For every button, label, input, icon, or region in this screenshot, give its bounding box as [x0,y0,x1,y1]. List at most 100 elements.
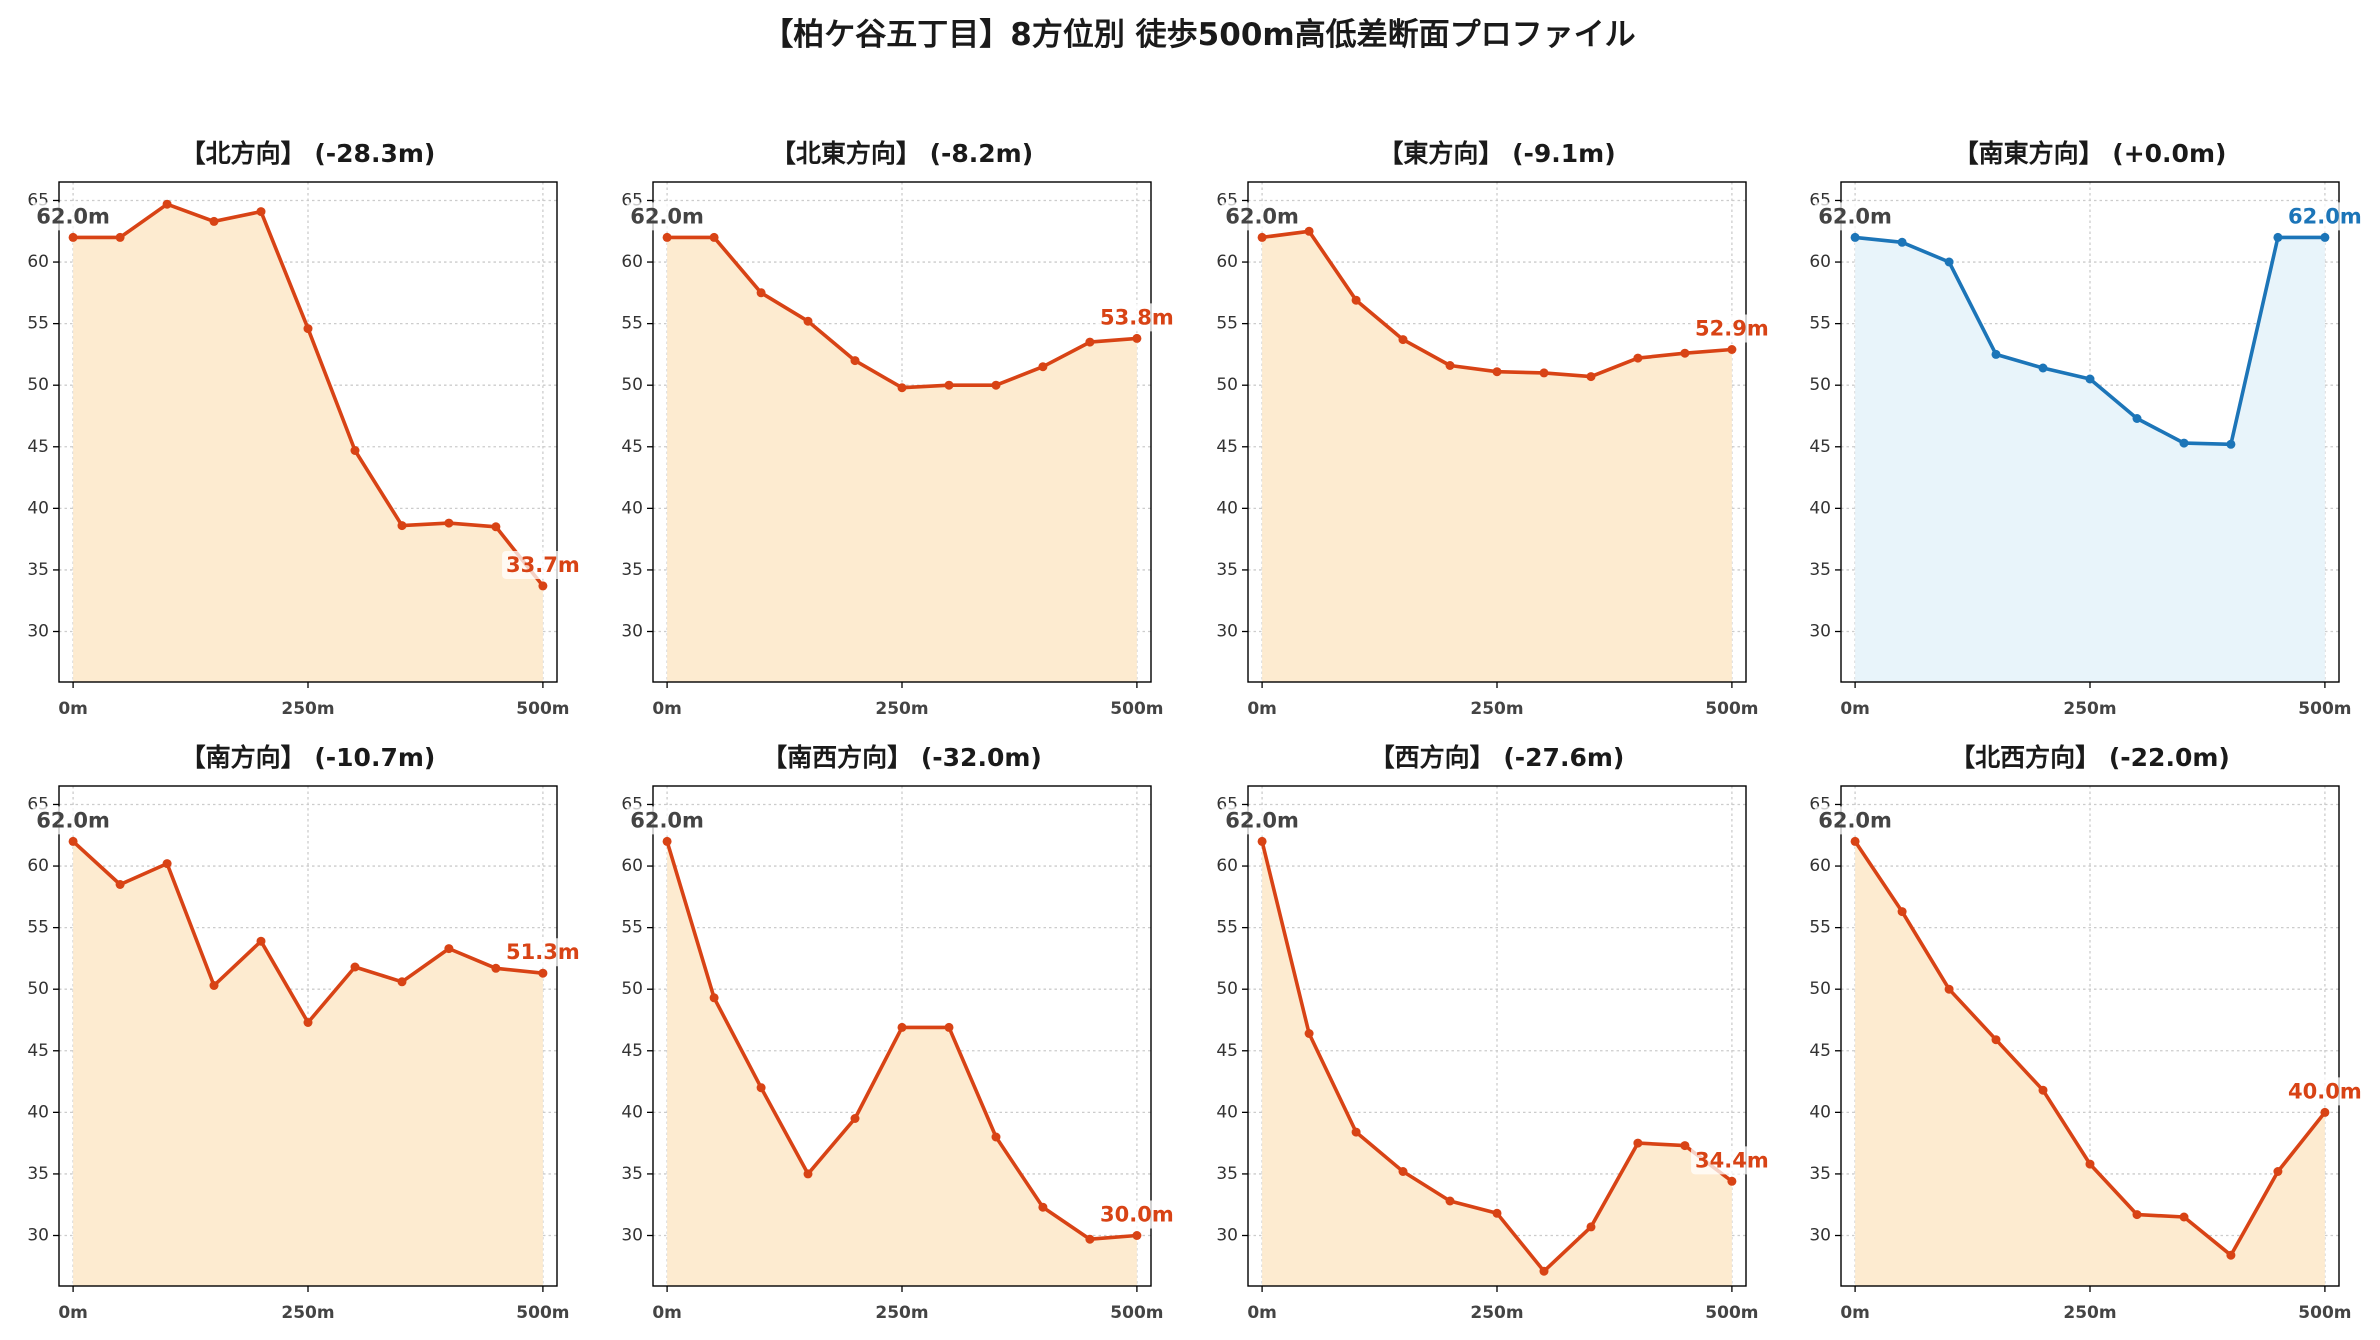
data-point [350,446,360,455]
y-tick-label: 40 [621,1102,643,1122]
end-elevation-label-text: 30.0m [1100,1203,1174,1227]
end-elevation-label: 33.7m [502,550,584,579]
data-point [162,199,172,209]
x-tick-label: 0m [1840,1303,1870,1323]
data-point [209,216,219,226]
data-point [850,1114,860,1123]
y-tick-label: 55 [27,314,49,334]
y-tick-label: 30 [621,622,643,642]
y-tick-label: 50 [1216,375,1238,395]
data-point [1680,348,1690,358]
y-tick-label: 60 [1216,856,1238,876]
x-tick-label: 0m [652,699,682,719]
start-elevation-label-background [1814,202,1896,231]
area-fill [1262,231,1732,683]
data-point [991,1132,1001,1142]
data-point [1398,1167,1408,1176]
data-point [1351,295,1361,305]
data-point [256,936,266,946]
area-fill [73,841,543,1286]
end-elevation-label: 30.0m [1096,1200,1178,1229]
data-point [1991,349,2001,359]
y-tick-label: 40 [27,498,49,518]
data-point [209,981,219,990]
y-tick-label: 50 [1809,979,1831,999]
end-elevation-label: 62.0m [2284,202,2366,231]
start-elevation-label-text: 62.0m [36,204,110,228]
end-elevation-label-text: 34.4m [1695,1148,1769,1172]
end-elevation-label-background [1096,1200,1178,1229]
data-point [162,859,172,869]
y-tick-label: 40 [1809,498,1831,518]
y-tick-label: 35 [27,1164,49,1184]
data-point [68,836,78,846]
data-point [709,232,719,242]
x-tick-label: 250m [281,699,334,719]
y-tick-label: 45 [1216,437,1238,457]
y-tick-label: 30 [1809,622,1831,642]
end-elevation-label-text: 33.7m [506,553,580,577]
data-point [1727,1176,1737,1186]
data-point [444,518,454,528]
data-point [1038,362,1048,372]
data-point [1586,372,1596,382]
y-tick-label: 60 [27,252,49,272]
data-point [662,232,672,242]
y-tick-label: 60 [621,856,643,876]
y-tick-label: 60 [621,252,643,272]
subplot-title: 【東方向】 (-9.1m) [1378,139,1615,168]
data-point [1132,1231,1142,1240]
y-tick-label: 35 [27,560,49,580]
x-tick-label: 250m [2063,699,2116,719]
data-point [1038,1202,1048,1212]
data-point [1445,361,1455,370]
start-elevation-label-background [626,806,708,835]
data-point [1539,368,1549,378]
data-point [2038,363,2048,373]
y-tick-label: 30 [1216,1226,1238,1246]
start-elevation-label-text: 62.0m [630,204,704,228]
data-point [1085,337,1095,347]
end-elevation-label: 53.8m [1096,303,1178,332]
data-point [1257,836,1267,846]
end-elevation-label-background [2284,1077,2366,1106]
y-tick-label: 50 [621,979,643,999]
end-elevation-label: 51.3m [502,938,584,967]
y-tick-label: 30 [621,1226,643,1246]
data-point [2038,1085,2048,1095]
y-tick-label: 50 [27,979,49,999]
x-tick-label: 0m [58,699,88,719]
y-tick-label: 40 [27,1102,49,1122]
x-tick-label: 500m [2298,1303,2351,1323]
y-tick-label: 40 [1216,498,1238,518]
y-tick-label: 55 [27,918,49,938]
subplot-title: 【北東方向】 (-8.2m) [771,139,1033,168]
x-tick-label: 0m [58,1303,88,1323]
x-tick-label: 500m [2298,699,2351,719]
data-point [1850,836,1860,846]
x-tick-label: 250m [281,1303,334,1323]
data-point [1850,232,1860,242]
start-elevation-label-background [626,202,708,231]
x-tick-label: 500m [516,1303,569,1323]
end-elevation-label: 52.9m [1691,314,1773,343]
data-point [1351,1127,1361,1137]
subplot-title: 【北西方向】 (-22.0m) [1950,743,2230,772]
y-tick-label: 35 [1809,1164,1831,1184]
data-point [944,380,954,390]
start-elevation-label-background [32,806,114,835]
data-point [1492,1208,1502,1218]
area-fill [1855,841,2325,1286]
data-point [2273,232,2283,242]
data-point [1398,335,1408,345]
start-elevation-label-text: 62.0m [36,808,110,832]
end-elevation-label-background [502,550,584,579]
y-tick-label: 60 [1809,856,1831,876]
x-tick-label: 500m [1705,1303,1758,1323]
data-point [897,383,907,393]
x-tick-label: 0m [1247,699,1277,719]
data-point [1633,353,1643,363]
data-point [303,324,313,334]
